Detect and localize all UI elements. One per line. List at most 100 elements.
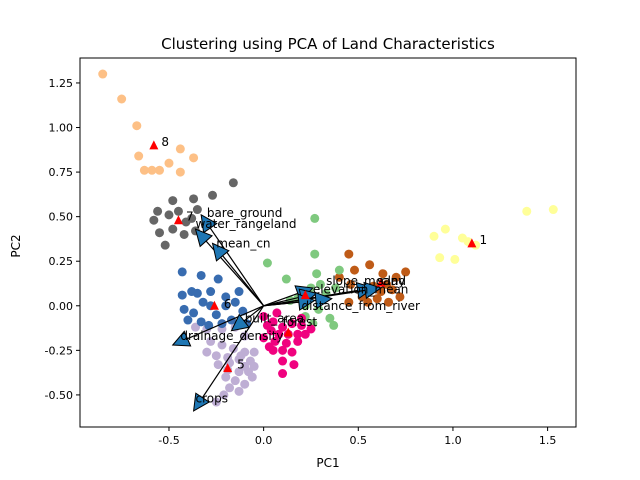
cluster-6-point: [221, 301, 231, 311]
cluster-5-point: [247, 372, 257, 382]
cluster-4-point: [278, 322, 288, 332]
cluster-6-point: [211, 310, 221, 320]
cluster-5-point: [230, 376, 240, 386]
cluster-6-point: [234, 287, 244, 297]
annotation-label: water_rangeland: [195, 217, 296, 231]
cluster-7-point: [228, 178, 238, 188]
cluster-3-point: [331, 283, 341, 293]
loading-vector-bare_ground: [200, 213, 265, 307]
loading-shaft: [263, 289, 366, 307]
y-axis-label: PC2: [9, 234, 23, 257]
loading-arrowhead: [171, 330, 192, 347]
y-tick-label: 0.75: [49, 166, 74, 179]
cluster-6-point: [204, 320, 214, 330]
cluster-1-point: [548, 205, 558, 215]
cluster-4-point: [278, 345, 288, 355]
loading-shaft: [263, 292, 299, 307]
loading-shaft: [209, 227, 265, 307]
annotation-label: clay: [381, 274, 405, 288]
cluster-7-point: [168, 224, 178, 234]
loading-arrowhead: [363, 281, 383, 300]
cluster-7-point: [164, 210, 174, 220]
cluster-7-point: [149, 215, 159, 225]
x-tick-label: 0.0: [255, 434, 273, 447]
cluster-5-point: [211, 351, 221, 361]
cluster-4-point: [278, 356, 288, 366]
cluster-4-point: [272, 308, 282, 318]
cluster-6-point: [187, 287, 197, 297]
annotation-label: built_area: [245, 311, 304, 325]
loading-arrowhead: [314, 291, 333, 310]
cluster-6-point: [221, 292, 231, 302]
annotation-label: 7: [186, 210, 194, 224]
loading-arrowhead: [211, 242, 230, 262]
cluster-5-point: [249, 347, 259, 357]
cluster-3-point: [310, 213, 320, 223]
cluster-3-point: [334, 265, 344, 275]
cluster-5-point: [221, 372, 231, 382]
cluster-3-point: [281, 274, 291, 284]
loading-arrowhead: [192, 392, 211, 412]
cluster-2-point: [346, 279, 356, 289]
cluster-8-point: [164, 158, 174, 168]
cluster-5-point: [228, 344, 238, 354]
cluster-8-point: [132, 121, 142, 131]
cluster-4-centroid: [283, 327, 293, 337]
cluster-5-point: [240, 361, 250, 371]
x-tick-label: -0.5: [158, 434, 179, 447]
cluster-5-point: [213, 360, 223, 370]
annotation-label: elevation_mean: [313, 283, 409, 297]
cluster-4-point: [287, 319, 297, 329]
cluster-6-point: [230, 297, 240, 307]
loading-vector-built_area: [230, 305, 265, 332]
cluster-7-point: [192, 205, 202, 215]
cluster-5-point: [234, 386, 244, 396]
cluster-3-point: [312, 269, 322, 279]
cluster-5-point: [219, 390, 229, 400]
x-tick-label: 0.5: [350, 434, 368, 447]
loading-shaft: [263, 301, 299, 307]
cluster-2-point: [334, 272, 344, 282]
cluster-4-point: [274, 329, 284, 339]
cluster-8-point: [98, 69, 108, 79]
cluster-8-point: [139, 165, 149, 175]
cluster-5-point: [211, 397, 221, 407]
cluster-4-point: [296, 320, 306, 330]
cluster-7-point: [160, 240, 170, 250]
y-tick-label: -0.50: [45, 389, 73, 402]
cluster-7-centroid: [173, 215, 183, 225]
loadings-layer: [171, 213, 383, 412]
loading-arrowhead: [200, 213, 218, 234]
cluster-3-point: [262, 258, 272, 268]
annotation-label: crops: [195, 391, 227, 405]
cluster-1-point: [440, 224, 450, 234]
cluster-3-centroid: [300, 290, 310, 300]
cluster-8-point: [175, 144, 185, 154]
cluster-7-point: [179, 229, 189, 239]
annotation-label: 8: [161, 135, 169, 149]
y-tick-label: 0.00: [49, 300, 74, 313]
cluster-7-point: [189, 194, 199, 204]
cluster-2-point: [365, 260, 375, 270]
cluster-2-point: [378, 269, 388, 279]
cluster-8-point: [189, 153, 199, 163]
cluster-4-point: [293, 329, 303, 339]
cluster-3-point: [325, 313, 335, 323]
cluster-6-point: [196, 270, 206, 280]
cluster-5-point: [240, 379, 250, 389]
loading-shaft: [222, 255, 265, 307]
cluster-7-point: [208, 190, 218, 200]
cluster-2-point: [350, 265, 360, 275]
cluster-3-point: [315, 279, 325, 289]
y-tick-label: 1.25: [49, 77, 74, 90]
cluster-4-point: [278, 369, 288, 379]
cluster-6-point: [189, 308, 199, 318]
cluster-3-point: [310, 249, 320, 259]
cluster-4-point: [306, 324, 316, 334]
cluster-7-point: [173, 206, 183, 216]
plot-frame: [79, 57, 577, 428]
cluster-1-point: [429, 231, 439, 241]
loading-shaft: [187, 305, 264, 340]
x-axis-label: PC1: [316, 456, 339, 470]
cluster-1-point: [450, 254, 460, 264]
